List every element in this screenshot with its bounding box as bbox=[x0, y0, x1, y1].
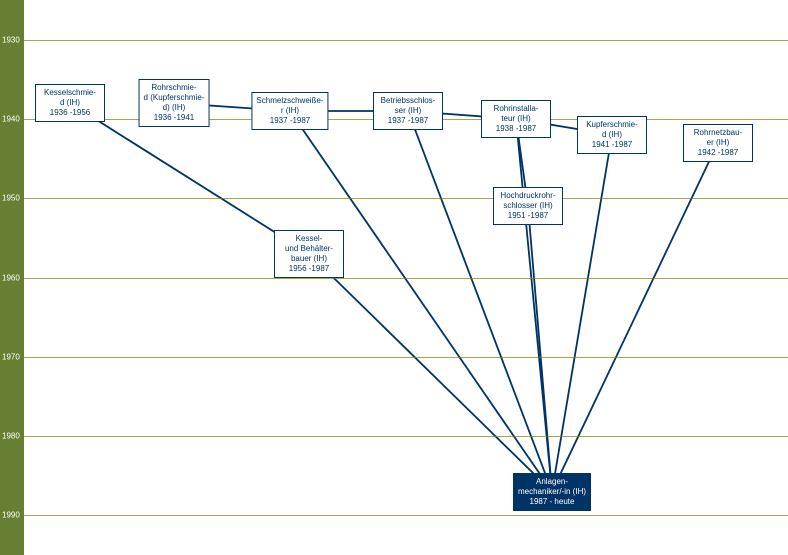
y-axis-label: 1950 bbox=[2, 194, 24, 203]
node-betriebsschlosser: Betriebsschlos- ser (IH) 1937 -1987 bbox=[373, 92, 443, 130]
edge bbox=[309, 254, 552, 492]
y-axis-label: 1980 bbox=[2, 432, 24, 441]
node-schmelzschweisser: Schmelzschweiße- r (IH) 1937 -1987 bbox=[251, 92, 328, 130]
timeline-diagram: 1930 1940 1950 1960 1970 1980 1990 Kesselschmie… bbox=[0, 0, 788, 555]
node-rohrinstallateur: Rohrinstalla- teur (IH) 1938 -1987 bbox=[481, 100, 551, 138]
edge bbox=[528, 206, 552, 491]
node-kupferschmied: Kupferschmie- d (IH) 1941 -1987 bbox=[577, 116, 647, 154]
y-axis-label: 1990 bbox=[2, 511, 24, 520]
gridline bbox=[24, 436, 788, 437]
gridline bbox=[24, 40, 788, 41]
y-axis-label: 1970 bbox=[2, 352, 24, 361]
gridline bbox=[24, 515, 788, 516]
node-anlagenmechaniker: Anlagen- mechaniker/-in (IH) 1987 - heut… bbox=[513, 473, 591, 511]
edge bbox=[408, 111, 552, 492]
gridline bbox=[24, 357, 788, 358]
edge bbox=[552, 143, 718, 492]
node-rohrnetzbauer: Rohrnetzbau- er (IH) 1942 -1987 bbox=[683, 124, 753, 162]
node-rohrschmied: Rohrschmie- d (Kupferschmie- d) (IH) 193… bbox=[139, 79, 210, 127]
edge bbox=[290, 111, 552, 492]
node-hochdruck: Hochdruckrohr- schlosser (IH) 1951 -1987 bbox=[493, 187, 563, 225]
gridline bbox=[24, 278, 788, 279]
y-axis-label: 1930 bbox=[2, 35, 24, 44]
y-axis-label: 1940 bbox=[2, 114, 24, 123]
node-kesselschmied: Kesselschmie- d (IH) 1936 -1956 bbox=[35, 84, 105, 122]
gridline bbox=[24, 198, 788, 199]
y-axis-label: 1960 bbox=[2, 273, 24, 282]
node-kesselbehaelter: Kessel- und Behälter- bauer (IH) 1956 -1… bbox=[274, 230, 344, 278]
